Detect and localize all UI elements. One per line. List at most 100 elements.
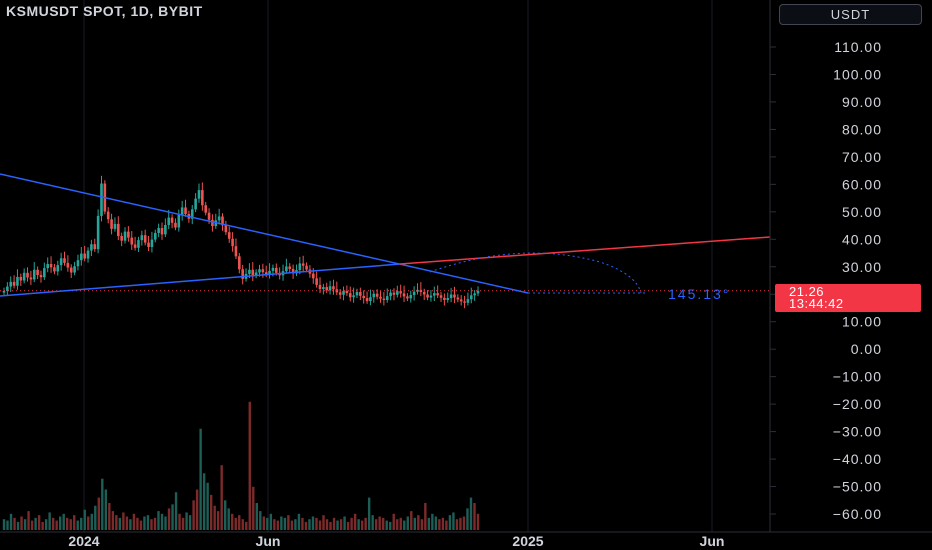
- volume-bar: [171, 504, 174, 530]
- candle-body: [399, 291, 402, 294]
- volume-bar: [220, 465, 223, 530]
- volume-bar: [441, 517, 445, 530]
- candle-body: [328, 286, 332, 291]
- price-tick-label: 90.00: [842, 94, 882, 110]
- ascending-trendline[interactable]: [0, 263, 401, 297]
- volume-bar: [160, 513, 164, 530]
- volume-bar: [332, 517, 336, 530]
- volume-bar: [269, 513, 273, 530]
- volume-bar: [37, 515, 41, 530]
- time-axis[interactable]: 2024 Jun 2025 Jun: [68, 533, 724, 549]
- volume-bar: [448, 515, 452, 530]
- candle-body: [207, 212, 211, 220]
- candle-body: [170, 217, 174, 223]
- candle-body: [116, 223, 120, 236]
- volume-bar: [136, 517, 139, 530]
- volume-bar: [396, 519, 399, 530]
- volume-bar: [125, 516, 129, 530]
- candle-body: [443, 297, 446, 301]
- volume-bar: [371, 515, 374, 530]
- candle-body: [241, 269, 244, 279]
- candle-body: [194, 198, 197, 210]
- candle-body: [56, 265, 60, 272]
- volume-bar: [301, 517, 304, 530]
- volume-bar: [9, 513, 13, 530]
- volume-bar: [132, 513, 136, 530]
- volume-bar: [178, 513, 181, 530]
- candle-body: [402, 293, 406, 297]
- candle-body: [43, 268, 46, 278]
- volume-bar: [469, 497, 473, 530]
- volume-bar: [431, 513, 434, 530]
- volume-bar: [185, 512, 188, 530]
- drawings: [0, 173, 771, 297]
- volume-bar: [104, 489, 108, 530]
- volume-bar: [2, 519, 6, 530]
- candle-body: [49, 264, 53, 268]
- candle-body: [46, 264, 50, 269]
- volume-bar: [413, 517, 416, 530]
- candle-body: [93, 244, 97, 250]
- volume-bar: [199, 428, 202, 530]
- price-tick-label: −40.00: [833, 451, 882, 467]
- price-tick-label: −10.00: [833, 369, 882, 385]
- currency-button[interactable]: USDT: [779, 4, 922, 25]
- candle-body: [446, 298, 450, 301]
- candle-body: [264, 272, 268, 275]
- volume-bar: [462, 516, 466, 530]
- volume-bar: [167, 508, 171, 530]
- candle-body: [9, 281, 13, 287]
- candle-body: [211, 219, 214, 227]
- volume-bar: [30, 520, 34, 530]
- candle-body: [382, 298, 386, 301]
- volume-bar: [280, 516, 283, 530]
- volume-bar: [420, 519, 424, 530]
- candle-body: [365, 298, 369, 302]
- time-tick-label: Jun: [700, 533, 725, 549]
- volume-bar: [101, 478, 104, 530]
- candle-body: [12, 281, 16, 286]
- candle-body: [432, 293, 436, 296]
- candle-body: [332, 286, 335, 290]
- candle-body: [180, 207, 184, 216]
- candle-body: [29, 277, 33, 280]
- time-tick-label: Jun: [256, 533, 281, 549]
- volume-bar: [44, 519, 48, 530]
- ascending-trendline-extension[interactable]: [399, 236, 771, 265]
- price-tick-label: 110.00: [834, 39, 882, 55]
- price-axis[interactable]: 110.00 100.00 90.00 80.00 70.00 60.00 50.00 40.…: [770, 39, 882, 522]
- volume-bar: [34, 517, 37, 530]
- volume-bar: [216, 511, 220, 530]
- candle-body: [69, 267, 73, 273]
- candle-body: [39, 275, 43, 278]
- volume-bar: [16, 521, 20, 530]
- descending-trendline[interactable]: [0, 173, 529, 294]
- volume-bar: [76, 520, 79, 530]
- candle-body: [322, 287, 325, 290]
- volume-bar: [209, 494, 213, 530]
- candle-body: [338, 292, 342, 295]
- volume-bar: [434, 516, 438, 530]
- volume-bar: [304, 521, 308, 530]
- candle-body: [90, 244, 93, 251]
- volume-bar: [262, 516, 266, 530]
- candle-body: [150, 239, 154, 247]
- volume-bar: [273, 519, 276, 530]
- candle-body: [258, 269, 261, 273]
- candle-body: [96, 215, 100, 250]
- volume-bar: [410, 511, 413, 530]
- volume-bar: [181, 517, 185, 530]
- price-tick-label: 50.00: [842, 204, 882, 220]
- volume-bar: [459, 517, 462, 530]
- price-tick-label: 30.00: [842, 259, 882, 275]
- candle-body: [311, 273, 315, 279]
- candle-body: [466, 299, 470, 303]
- volume-bar: [360, 520, 364, 530]
- candle-body: [22, 272, 26, 281]
- price-tick-label: 40.00: [842, 231, 882, 247]
- volume-bar: [150, 519, 153, 530]
- volume-bar: [382, 517, 385, 530]
- candle-body: [362, 295, 366, 299]
- candle-body: [123, 231, 127, 241]
